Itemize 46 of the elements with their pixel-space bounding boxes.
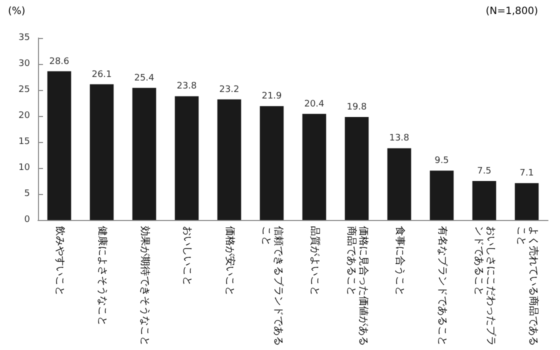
data-label: 7.1: [520, 168, 534, 179]
x-tick-label: おいしさにこだわったブランドであること: [472, 226, 497, 346]
y-tick-label: 30: [18, 59, 30, 69]
x-tick-label: 健康によさそうなこと: [96, 226, 108, 326]
bar: [90, 84, 114, 220]
data-label: 26.1: [92, 70, 112, 80]
y-tick-label: 35: [18, 33, 30, 43]
y-tick-label: 5: [24, 189, 30, 199]
data-label: 21.9: [262, 92, 282, 102]
bar: [430, 170, 454, 220]
data-label: 9.5: [434, 156, 449, 166]
data-label: 28.6: [49, 56, 70, 67]
y-tick-label: 10: [18, 163, 30, 173]
y-axis-title: (%): [8, 6, 26, 17]
data-label: 23.2: [219, 84, 240, 95]
bar: [344, 117, 369, 220]
x-tick-label: 品質がよいこと: [308, 226, 321, 296]
x-tick-label: よく売れている商品であること: [515, 226, 540, 346]
data-label: 23.8: [176, 82, 198, 92]
x-tick-label: 信頼できるブランドであること: [260, 226, 284, 346]
bar: [217, 99, 242, 220]
x-tick-label: 食事に合うこと: [394, 226, 406, 296]
data-label: 20.4: [304, 99, 325, 110]
data-label: 7.5: [477, 166, 492, 176]
x-tick-label: 価格に見合った価値がある商品であること: [345, 226, 370, 346]
bar: [260, 106, 284, 220]
data-label: 19.8: [346, 102, 368, 113]
bar: [387, 148, 412, 220]
bar: [302, 114, 326, 220]
bar: [174, 96, 199, 220]
data-label: 25.4: [134, 73, 155, 84]
y-tick-label: 15: [18, 137, 30, 147]
x-tick-label: 飲みやすいこと: [54, 226, 65, 296]
y-tick-label: 0: [24, 215, 30, 225]
x-tick-label: 有名なブランドであること: [436, 226, 448, 346]
x-tick-label: おいしいこと: [181, 226, 192, 286]
y-tick-label: 20: [18, 111, 30, 121]
bar: [47, 71, 72, 220]
x-tick-label: 価格が安いこと: [224, 226, 236, 296]
bar: [132, 88, 156, 220]
y-tick-label: 25: [18, 85, 30, 95]
bar: [472, 181, 496, 220]
data-label: 13.8: [389, 134, 410, 144]
text: (N=1,800): [486, 6, 538, 17]
x-tick-label: 効果が期待できそうなこと: [138, 226, 151, 346]
bar: [514, 183, 539, 220]
